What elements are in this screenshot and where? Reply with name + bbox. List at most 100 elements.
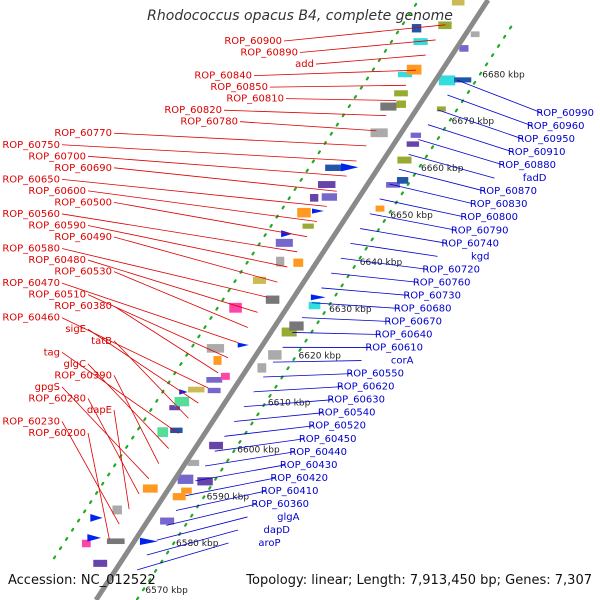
gene-block [257,363,267,373]
left-gene-label: add [295,59,314,70]
gene-block [181,487,192,494]
left-gene-label: tatB [91,336,112,347]
gene-arrow [179,389,188,395]
gene-block [406,64,422,75]
right-gene-label: ROP_60960 [527,121,585,132]
left-gene-leader [61,248,268,298]
gene-block [297,207,311,218]
left-gene-leader [239,121,377,132]
left-gene-leader [87,225,288,268]
gene-block [470,31,480,38]
left-gene-label: ROP_60850 [210,82,268,93]
gene-block [370,128,388,138]
tick-label: 6590 kbp [207,492,250,502]
tick-label: 6600 kbp [237,445,280,455]
left-gene-label: ROP_60530 [54,267,112,278]
right-gene-leader [379,198,467,218]
right-gene-leader [331,272,419,283]
left-gene-leader [253,69,416,76]
gene-block [197,477,213,486]
gene-block [275,238,293,247]
track-dotted-line [52,0,421,560]
left-gene-leader [113,340,189,419]
left-gene-label: ROP_60590 [28,220,86,231]
right-gene-label: ROP_60620 [337,382,395,393]
left-gene-label: gpgS [35,382,60,393]
gene-block [172,493,186,501]
gene-block [411,24,422,33]
gene-block [187,459,200,466]
right-gene-leader [437,109,524,140]
gene-block [406,141,420,147]
right-gene-label: ROP_60790 [451,225,509,236]
gene-block [410,132,422,138]
accession-label: Accession: NC_012522 [8,573,156,588]
right-gene-label: ROP_60440 [289,447,347,458]
left-gene-label: ROP_60380 [54,301,112,312]
right-gene-label: ROP_60610 [365,343,423,354]
right-gene-label: ROP_60830 [470,199,528,210]
left-gene-leader [113,202,308,238]
tick-label: 6610 kbp [268,399,311,409]
left-gene-label: ROP_60200 [28,428,86,439]
gene-block [174,396,190,407]
right-gene-label: ROP_60680 [394,303,452,314]
left-gene-leader [61,386,150,480]
left-gene-leader [87,190,318,222]
right-gene-leader [311,302,400,309]
gene-block [397,71,413,78]
gene-block [396,177,409,184]
right-gene-leader [175,490,267,511]
gene-block [451,0,465,6]
left-gene-label: tag [44,347,60,358]
left-gene-label: ROP_60650 [2,174,60,185]
tick-label: 6650 kbp [390,211,433,221]
gene-arrow [139,537,158,545]
right-gene-label: ROP_60520 [308,421,366,432]
gene-block [229,302,242,313]
left-gene-label: ROP_60700 [28,151,86,162]
right-gene-label: kgd [471,251,490,262]
right-gene-leader [389,183,476,205]
right-gene-label: ROP_60540 [318,408,376,419]
left-gene-leader [87,363,169,449]
left-gene-label: ROP_60500 [54,197,112,208]
right-gene-label: ROP_60730 [403,290,461,301]
left-gene-leader [113,375,160,464]
left-gene-leader [61,178,327,207]
right-gene-leader [263,373,353,378]
gene-block [302,223,314,229]
right-gene-label: fadD [523,173,547,184]
left-gene-leader [61,421,120,525]
gene-block [436,106,446,112]
gene-arrow [90,513,103,522]
right-gene-leader [137,542,229,571]
left-gene-leader [61,213,298,253]
gene-arrow [310,294,326,301]
gene-block [188,386,205,393]
left-gene-label: ROP_60460 [2,313,60,324]
right-gene-leader [340,257,429,270]
left-gene-leader [113,271,248,328]
tick-label: 6620 kbp [299,352,342,362]
right-gene-leader [292,332,381,335]
right-gene-label: ROP_60640 [375,330,433,341]
right-gene-leader [427,124,514,153]
right-gene-leader [185,477,277,497]
right-gene-leader [166,503,258,526]
right-gene-label: ROP_60410 [261,486,319,497]
left-gene-label: ROP_60580 [2,244,60,255]
left-gene-leader [87,328,199,404]
gene-block [317,181,336,188]
gene-block [397,156,412,164]
gene-block [206,344,225,353]
right-gene-label: ROP_60720 [422,264,480,275]
gene-block [252,276,266,284]
right-gene-label: ROP_60670 [384,316,442,327]
gene-arrow [341,163,359,172]
gene-arrow [311,208,324,214]
gene-block [325,164,343,171]
right-gene-leader [156,516,248,541]
right-gene-leader [204,451,296,467]
right-gene-leader [146,529,239,556]
